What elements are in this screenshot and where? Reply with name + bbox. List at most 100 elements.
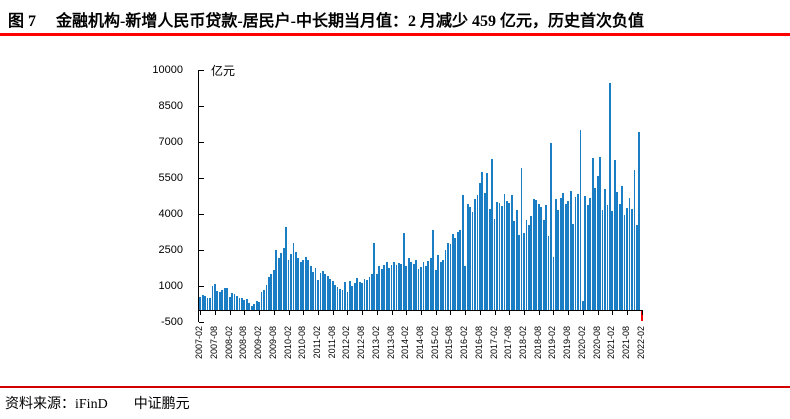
- bar: [353, 283, 356, 310]
- bar: [532, 198, 535, 310]
- x-axis-tick: [273, 311, 275, 315]
- bar: [314, 268, 317, 310]
- bar: [393, 262, 395, 310]
- bar: [420, 267, 422, 310]
- bar: [451, 234, 454, 310]
- bar: [302, 259, 305, 310]
- bar: [255, 300, 258, 310]
- x-axis-tick: [406, 311, 408, 315]
- bar: [555, 199, 557, 310]
- y-axis-tick-label: 10000: [152, 63, 183, 76]
- x-axis-tick: [509, 311, 511, 315]
- bar: [211, 286, 214, 310]
- bar: [402, 233, 405, 310]
- x-axis-tick: [627, 311, 629, 315]
- x-axis-tick-label: 2014-08: [415, 326, 425, 360]
- x-axis-line: [199, 310, 643, 311]
- source-line: 资料来源：iFinD 中证鹏元: [5, 393, 190, 413]
- bar: [628, 197, 631, 310]
- x-axis-tick-label: 2017-08: [503, 326, 514, 360]
- bar: [326, 276, 329, 310]
- bar: [493, 218, 496, 310]
- bar: [285, 227, 287, 310]
- bar: [503, 194, 506, 310]
- y-axis-tick: [199, 213, 204, 215]
- bar: [339, 288, 341, 310]
- bar: [476, 195, 479, 310]
- x-axis-tick: [465, 311, 467, 315]
- bar: [324, 274, 327, 310]
- bar: [199, 296, 202, 310]
- y-axis-tick: [199, 105, 204, 107]
- x-axis-tick-label: 2010-08: [297, 326, 308, 360]
- bar: [567, 201, 570, 310]
- bar: [454, 238, 457, 310]
- bar: [206, 297, 209, 310]
- bar: [635, 224, 638, 310]
- bar: [272, 270, 275, 310]
- bar: [243, 299, 246, 310]
- x-axis-tick-label: 2015-08: [444, 326, 455, 360]
- y-axis-tick-label: 7000: [158, 135, 183, 148]
- bar: [596, 176, 599, 310]
- x-axis-tick-label: 2020-02: [576, 326, 587, 360]
- bar: [510, 195, 513, 310]
- bar: [398, 262, 400, 310]
- bar: [471, 212, 474, 310]
- x-axis-tick: [200, 311, 202, 315]
- y-axis-tick: [199, 69, 204, 71]
- bar: [537, 204, 540, 310]
- bar: [545, 204, 547, 310]
- x-axis-tick: [450, 311, 452, 315]
- bar: [594, 188, 597, 310]
- bar: [429, 258, 432, 310]
- title-rule: [0, 33, 790, 36]
- bar: [618, 203, 621, 310]
- bar: [321, 271, 324, 310]
- bar: [216, 290, 219, 310]
- source-company: 中证鹏元: [133, 397, 190, 412]
- bar: [294, 252, 297, 310]
- bar: [282, 247, 285, 310]
- bar: [265, 284, 268, 310]
- bar: [395, 264, 398, 310]
- bar: [223, 288, 226, 310]
- x-axis-tick-label: 2021-08: [621, 326, 632, 360]
- y-axis-unit-label: 亿元: [211, 64, 236, 78]
- bar: [280, 252, 283, 310]
- bar: [557, 210, 560, 310]
- bar: [442, 260, 444, 310]
- bar: [439, 262, 442, 310]
- bar: [312, 271, 314, 310]
- bar: [221, 290, 224, 310]
- bar: [601, 210, 604, 310]
- x-axis-tick: [376, 311, 378, 315]
- bar: [505, 200, 508, 310]
- bar: [263, 289, 265, 310]
- x-axis-tick-label: 2021-02: [606, 326, 617, 360]
- bar: [334, 284, 337, 310]
- footer-rule: [0, 386, 790, 388]
- bar: [613, 160, 616, 310]
- bar: [415, 260, 417, 310]
- bar: [616, 191, 619, 310]
- bar: [363, 278, 366, 310]
- bar: [508, 202, 511, 310]
- bar-negative: [640, 310, 643, 322]
- bar: [589, 198, 592, 310]
- bar: [582, 301, 584, 310]
- bar: [469, 207, 471, 310]
- bar: [277, 258, 280, 310]
- bar: [344, 282, 346, 310]
- bar: [238, 297, 241, 310]
- bar: [486, 173, 489, 310]
- bar: [427, 261, 430, 310]
- bar: [299, 262, 302, 310]
- bar: [373, 242, 376, 310]
- bar: [520, 168, 523, 310]
- bar: [604, 188, 606, 310]
- bar: [358, 281, 361, 310]
- bar: [307, 259, 310, 310]
- x-axis-tick-label: 2018-02: [518, 326, 529, 360]
- bar: [331, 281, 334, 310]
